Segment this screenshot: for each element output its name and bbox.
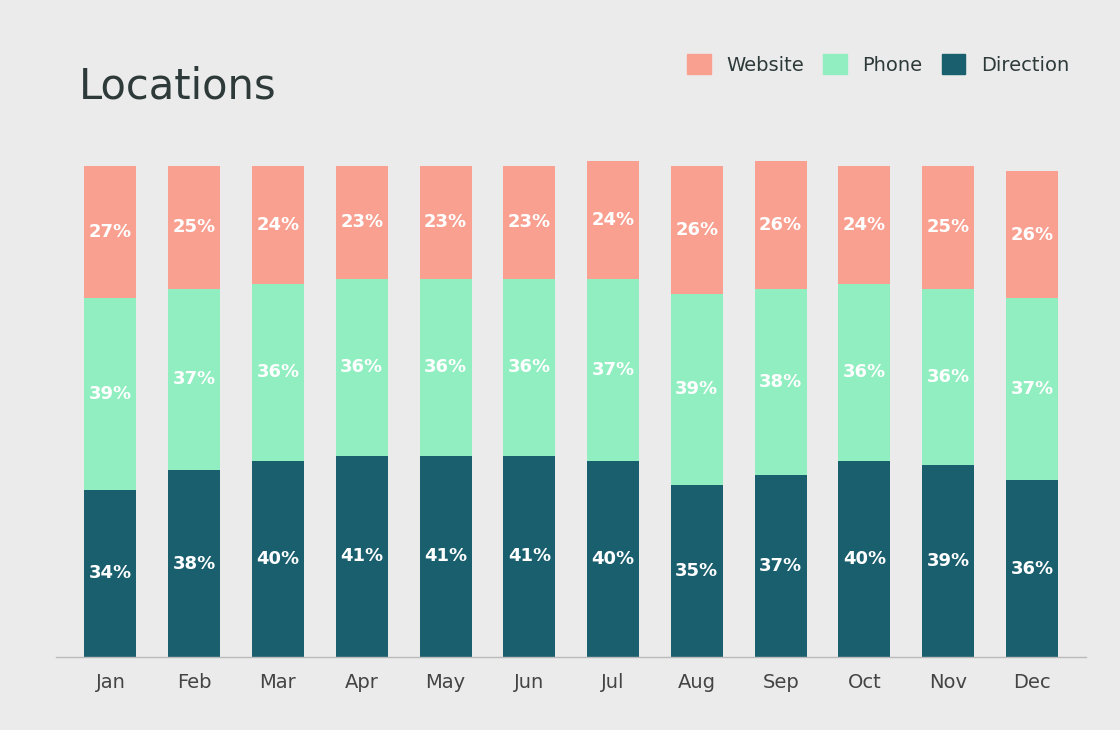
Bar [84, 166, 137, 299]
Bar [755, 288, 806, 475]
Bar [420, 166, 472, 279]
Bar [168, 470, 221, 657]
Text: 40%: 40% [256, 550, 299, 568]
Text: 35%: 35% [675, 562, 718, 580]
Text: 27%: 27% [88, 223, 132, 241]
Text: 24%: 24% [591, 211, 635, 228]
Text: 39%: 39% [675, 380, 718, 399]
Text: 36%: 36% [424, 358, 467, 376]
Bar [587, 461, 640, 657]
Bar [587, 279, 640, 461]
Text: 36%: 36% [507, 358, 551, 376]
Text: 26%: 26% [1010, 226, 1054, 244]
Text: 39%: 39% [926, 552, 970, 570]
Text: 37%: 37% [759, 557, 802, 575]
Bar [336, 166, 388, 279]
Bar [755, 161, 806, 288]
Text: 41%: 41% [507, 548, 551, 565]
Bar [839, 461, 890, 657]
Legend: Website, Phone, Direction: Website, Phone, Direction [680, 47, 1076, 82]
Text: 36%: 36% [256, 363, 299, 381]
Bar [503, 456, 556, 657]
Bar [922, 466, 974, 657]
Bar [755, 475, 806, 657]
Bar [420, 456, 472, 657]
Text: 26%: 26% [675, 220, 718, 239]
Bar [503, 166, 556, 279]
Text: 36%: 36% [843, 363, 886, 381]
Text: 36%: 36% [1010, 560, 1054, 577]
Bar [252, 166, 304, 284]
Text: 23%: 23% [507, 213, 551, 231]
Text: 34%: 34% [88, 564, 132, 583]
Text: 40%: 40% [843, 550, 886, 568]
Bar [84, 490, 137, 657]
Text: 23%: 23% [424, 213, 467, 231]
Bar [839, 284, 890, 461]
Bar [252, 284, 304, 461]
Text: 25%: 25% [926, 218, 970, 237]
Text: 36%: 36% [926, 368, 970, 386]
Bar [168, 166, 221, 288]
Text: 41%: 41% [424, 548, 467, 565]
Bar [1006, 480, 1058, 657]
Text: 37%: 37% [1010, 380, 1054, 399]
Bar [336, 279, 388, 456]
Text: 25%: 25% [172, 218, 216, 237]
Text: 37%: 37% [172, 370, 216, 388]
Text: 38%: 38% [172, 555, 216, 572]
Bar [84, 299, 137, 490]
Text: 26%: 26% [759, 216, 802, 234]
Text: Locations: Locations [78, 66, 276, 108]
Bar [671, 293, 722, 485]
Bar [1006, 171, 1058, 299]
Bar [671, 485, 722, 657]
Bar [1006, 299, 1058, 480]
Bar [503, 279, 556, 456]
Bar [336, 456, 388, 657]
Text: 38%: 38% [759, 373, 802, 391]
Bar [168, 288, 221, 470]
Bar [922, 288, 974, 466]
Bar [671, 166, 722, 293]
Text: 37%: 37% [591, 361, 635, 379]
Bar [922, 166, 974, 288]
Text: 23%: 23% [340, 213, 383, 231]
Bar [839, 166, 890, 284]
Text: 39%: 39% [88, 385, 132, 403]
Bar [252, 461, 304, 657]
Text: 40%: 40% [591, 550, 635, 568]
Text: 41%: 41% [340, 548, 383, 565]
Bar [420, 279, 472, 456]
Text: 24%: 24% [256, 216, 299, 234]
Bar [587, 161, 640, 279]
Text: 36%: 36% [340, 358, 383, 376]
Text: 24%: 24% [843, 216, 886, 234]
